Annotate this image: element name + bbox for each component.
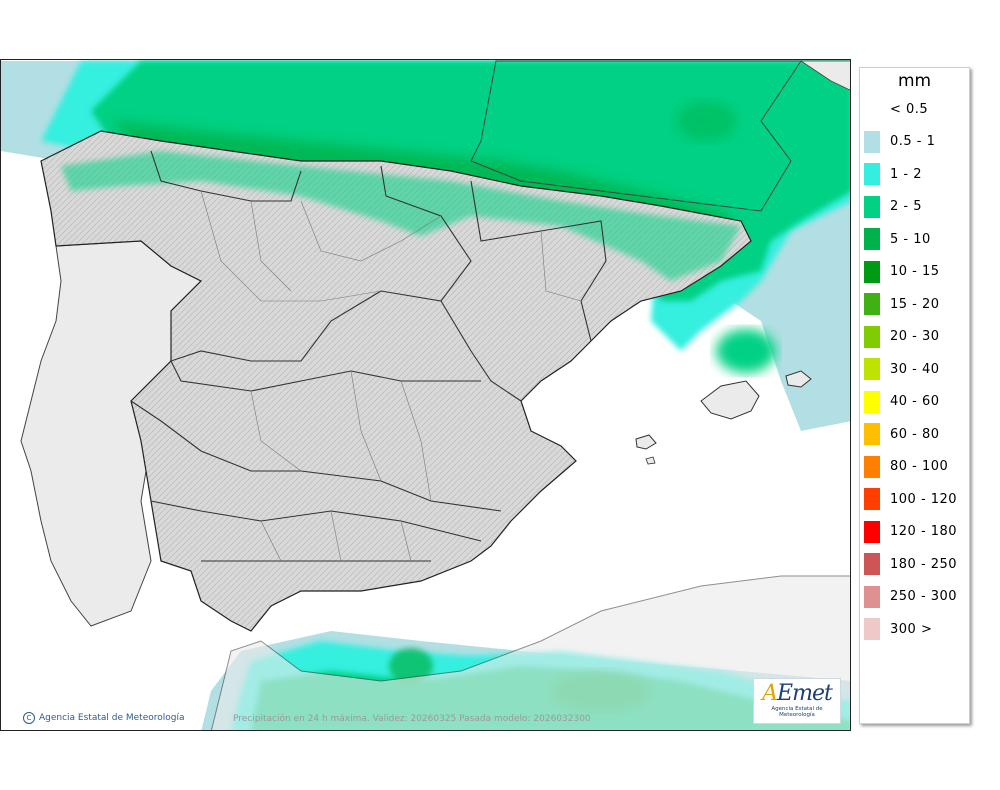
legend-swatch: [864, 520, 880, 543]
legend-swatch: [864, 455, 880, 478]
logo-mark: AEmet: [762, 681, 833, 706]
legend-label: 15 - 20: [890, 296, 940, 312]
legend-label: 80 - 100: [890, 459, 949, 474]
legend-item: 1 - 2: [864, 163, 922, 185]
aemet-logo: AEmet Agencia Estatal de Meteorología: [753, 678, 841, 724]
legend-item: 180 - 250: [864, 553, 957, 575]
legend-item: < 0.5: [864, 98, 928, 120]
legend: mm < 0.5 0.5 - 1 1 - 2 2 - 5 5 - 10 10 - 15 15…: [859, 67, 970, 724]
legend-label: 30 - 40: [890, 361, 940, 377]
legend-item: 2 - 5: [864, 195, 922, 218]
land-precip: [61, 151, 741, 281]
legend-item: 20 - 30: [864, 325, 940, 348]
legend-label: 250 - 300: [890, 589, 958, 604]
legend-label: 120 - 180: [890, 524, 958, 539]
legend-item: 10 - 15: [864, 260, 940, 283]
africa-land: [210, 575, 850, 730]
legend-item: 250 - 300: [864, 585, 958, 608]
legend-label: 100 - 120: [890, 491, 958, 507]
legend-swatch: [864, 423, 880, 445]
legend-item: 120 - 180: [864, 520, 958, 543]
province-borders: [200, 190, 582, 562]
france-land: [470, 60, 802, 212]
legend-item: 80 - 100: [864, 455, 949, 478]
sardinia-edge: [799, 60, 850, 91]
legend-item: 15 - 20: [864, 293, 940, 315]
legend-label: 5 - 10: [890, 231, 931, 247]
menorca: [785, 370, 812, 388]
legend-swatch: [864, 488, 880, 510]
legend-swatch: [864, 390, 880, 413]
credit-text: Agencia Estatal de Meteorología: [39, 713, 185, 723]
logo-subtitle: Agencia Estatal de Meteorología: [771, 706, 823, 718]
mallorca: [700, 380, 760, 420]
legend-swatch: [864, 358, 880, 380]
validity-text: Precipitación en 24 h máxima. Validez: 2…: [233, 714, 591, 724]
credit: C Agencia Estatal de Meteorología: [23, 712, 185, 724]
legend-swatch: [864, 130, 880, 153]
legend-swatch: [864, 260, 880, 283]
legend-swatch: [864, 325, 880, 348]
map-canvas: [1, 60, 850, 730]
legend-item: 40 - 60: [864, 390, 940, 413]
legend-label: 2 - 5: [890, 199, 922, 214]
legend-swatch: [864, 618, 880, 640]
precipitation-map[interactable]: C Agencia Estatal de Meteorología Precip…: [0, 59, 851, 731]
formentera: [645, 456, 656, 465]
legend-swatch: [864, 553, 880, 575]
legend-swatch: [864, 585, 880, 608]
legend-item: 5 - 10: [864, 228, 931, 250]
legend-swatch: [864, 98, 880, 120]
legend-item: 0.5 - 1: [864, 130, 936, 153]
legend-label: 1 - 2: [890, 166, 922, 182]
legend-label: 180 - 250: [890, 556, 958, 572]
legend-label: 40 - 60: [890, 394, 940, 409]
legend-swatch: [864, 163, 880, 185]
legend-swatch: [864, 195, 880, 218]
legend-label: 10 - 15: [890, 264, 940, 279]
legend-item: 300 >: [864, 618, 932, 640]
copyright-icon: C: [23, 712, 35, 724]
legend-label: 300 >: [890, 621, 933, 637]
legend-title: mm: [897, 71, 932, 91]
legend-label: 60 - 80: [890, 426, 940, 442]
legend-item: 30 - 40: [864, 358, 940, 380]
legend-label: 0.5 - 1: [890, 134, 936, 149]
legend-item: 100 - 120: [864, 488, 957, 510]
legend-swatch: [864, 228, 880, 250]
legend-swatch: [864, 293, 880, 315]
spain-land: [40, 130, 752, 632]
legend-label: < 0.5: [890, 101, 929, 117]
ibiza: [635, 434, 657, 450]
legend-item: 60 - 80: [864, 423, 940, 445]
legend-label: 20 - 30: [890, 329, 940, 344]
